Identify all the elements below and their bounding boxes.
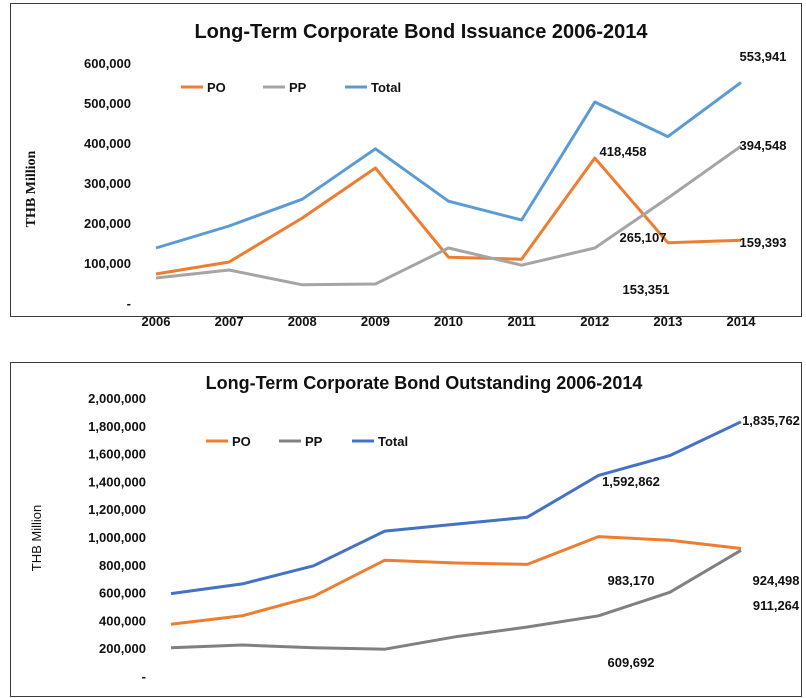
y-tick-label: 300,000 <box>84 176 131 191</box>
data-label: 924,498 <box>753 573 800 588</box>
x-tick-label: 2008 <box>288 314 317 329</box>
x-tick-label: 2010 <box>434 314 463 329</box>
issuance-chart: Long-Term Corporate Bond Issuance 2006-2… <box>24 21 787 329</box>
series-line-total <box>170 420 742 596</box>
y-tick-label: 200,000 <box>99 641 146 656</box>
x-tick-label: 2007 <box>215 314 244 329</box>
series-line-pp <box>155 144 742 287</box>
data-label: 553,941 <box>740 49 787 64</box>
chart-title: Long-Term Corporate Bond Outstanding 200… <box>206 373 643 393</box>
x-tick-label: 2013 <box>653 314 682 329</box>
y-tick-label: 2,000,000 <box>88 391 146 406</box>
series-line-po <box>155 156 742 276</box>
y-tick-label: 1,800,000 <box>88 419 146 434</box>
outstanding-chart-panel: Long-Term Corporate Bond Outstanding 200… <box>10 362 802 698</box>
y-tick-label: 800,000 <box>99 558 146 573</box>
chart-title: Long-Term Corporate Bond Issuance 2006-2… <box>194 21 648 43</box>
y-axis-label: THB Million <box>29 505 44 571</box>
y-tick-label: 1,200,000 <box>88 502 146 517</box>
y-tick-label: 1,600,000 <box>88 447 146 462</box>
x-tick-label: 2006 <box>142 314 171 329</box>
legend-label-pp: PP <box>305 434 323 449</box>
y-tick-label: - <box>127 296 131 311</box>
y-tick-label: 1,000,000 <box>88 530 146 545</box>
data-label: 983,170 <box>608 573 655 588</box>
x-tick-label: 2014 <box>727 314 757 329</box>
y-tick-label: - <box>142 669 146 684</box>
issuance-chart-panel: Long-Term Corporate Bond Issuance 2006-2… <box>10 3 802 329</box>
data-label: 394,548 <box>740 138 787 153</box>
x-tick-label: 2009 <box>361 314 390 329</box>
legend-label-total: Total <box>378 434 408 449</box>
data-label: 1,592,862 <box>602 474 660 489</box>
legend-label-pp: PP <box>289 80 307 95</box>
data-label: 609,692 <box>608 655 655 670</box>
y-tick-label: 200,000 <box>84 216 131 231</box>
y-tick-label: 600,000 <box>84 56 131 71</box>
y-tick-label: 100,000 <box>84 256 131 271</box>
x-tick-label: 2011 <box>508 314 536 329</box>
data-label: 265,107 <box>620 230 667 245</box>
series-line-total <box>155 81 742 250</box>
data-label: 911,264 <box>753 598 800 613</box>
legend-label-total: Total <box>371 80 401 95</box>
y-tick-label: 1,400,000 <box>88 474 146 489</box>
y-tick-label: 400,000 <box>99 613 146 628</box>
outstanding-chart: Long-Term Corporate Bond Outstanding 200… <box>29 373 800 698</box>
legend-label-po: PO <box>207 80 226 95</box>
y-tick-label: 600,000 <box>99 586 146 601</box>
data-label: 153,351 <box>623 282 670 297</box>
data-label: 418,458 <box>600 144 647 159</box>
x-tick-label: 2012 <box>580 314 609 329</box>
y-tick-label: 400,000 <box>84 136 131 151</box>
series-line-pp <box>170 549 742 651</box>
y-tick-label: 500,000 <box>84 96 131 111</box>
data-label: 159,393 <box>740 235 787 250</box>
legend-label-po: PO <box>232 434 251 449</box>
y-axis-label: THB Million <box>24 150 39 227</box>
data-label: 1,835,762 <box>742 413 800 428</box>
